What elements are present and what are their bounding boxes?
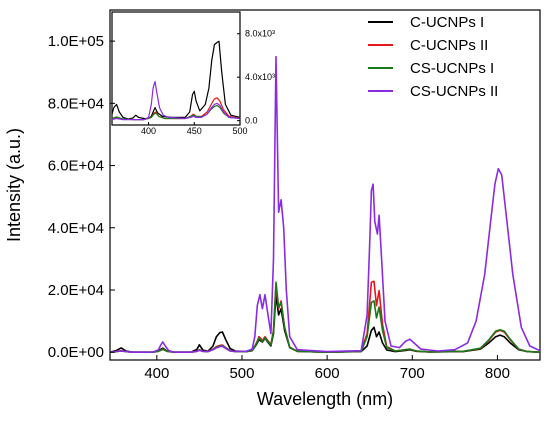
inset-x-tick-label: 500 bbox=[232, 126, 247, 136]
y-tick-label: 0.0E+00 bbox=[48, 344, 104, 361]
y-tick-label: 2.0E+04 bbox=[48, 282, 104, 299]
y-axis-label: Intensity (a.u.) bbox=[4, 128, 24, 242]
x-tick-label: 600 bbox=[315, 365, 340, 382]
inset-x-axis-ticks: 400 450 500 bbox=[141, 122, 248, 136]
y-tick-label: 1.0E+05 bbox=[48, 33, 104, 50]
x-tick-label: 500 bbox=[229, 365, 254, 382]
main-series-group bbox=[109, 55, 541, 353]
y-axis-ticks: 0.0E+00 2.0E+04 4.0E+04 6.0E+04 8.0E+04 1.0E+… bbox=[48, 33, 115, 361]
main-plot: 400 500 600 700 800 0.0E+00 2.0E+04 4.0E+04 6.0… bbox=[4, 9, 541, 409]
x-axis-ticks: 400 500 600 700 800 bbox=[144, 355, 510, 382]
legend: C-UCNPs I C-UCNPs II CS-UCNPs I CS-UCNPs… bbox=[368, 14, 498, 100]
inset-y-tick-label: 8.0x10³ bbox=[245, 29, 275, 39]
inset-y-axis-ticks: 0.0 4.0x10³ 8.0x10³ bbox=[237, 29, 275, 126]
legend-label-cs-ucnps-i: CS-UCNPs I bbox=[410, 60, 494, 77]
series-line-c-ucnps-ii bbox=[109, 280, 541, 353]
plot-frame bbox=[109, 9, 541, 361]
legend-label-cs-ucnps-ii: CS-UCNPs II bbox=[410, 83, 498, 100]
x-tick-label: 700 bbox=[400, 365, 425, 382]
legend-label-c-ucnps-i: C-UCNPs I bbox=[410, 14, 484, 31]
series-line-cs-ucnps-i bbox=[109, 281, 541, 353]
y-tick-label: 6.0E+04 bbox=[48, 158, 104, 175]
inset-frame bbox=[111, 11, 241, 126]
legend-label-c-ucnps-ii: C-UCNPs II bbox=[410, 37, 488, 54]
inset-plot: 400 450 500 0.0 4.0x10³ 8.0x10³ bbox=[111, 11, 275, 136]
inset-x-tick-label: 450 bbox=[187, 126, 202, 136]
x-axis-label: Wavelength (nm) bbox=[257, 389, 393, 409]
y-tick-label: 4.0E+04 bbox=[48, 220, 104, 237]
inset-x-tick-label: 400 bbox=[141, 126, 156, 136]
inset-y-tick-label: 0.0 bbox=[245, 116, 258, 126]
inset-series-line-cs-ucnps-ii bbox=[111, 80, 241, 121]
inset-series-group bbox=[111, 40, 241, 121]
x-tick-label: 800 bbox=[485, 365, 510, 382]
y-tick-label: 8.0E+04 bbox=[48, 95, 104, 112]
series-line-cs-ucnps-ii bbox=[109, 55, 541, 353]
x-tick-label: 400 bbox=[144, 365, 169, 382]
inset-y-tick-label: 4.0x10³ bbox=[245, 72, 275, 82]
